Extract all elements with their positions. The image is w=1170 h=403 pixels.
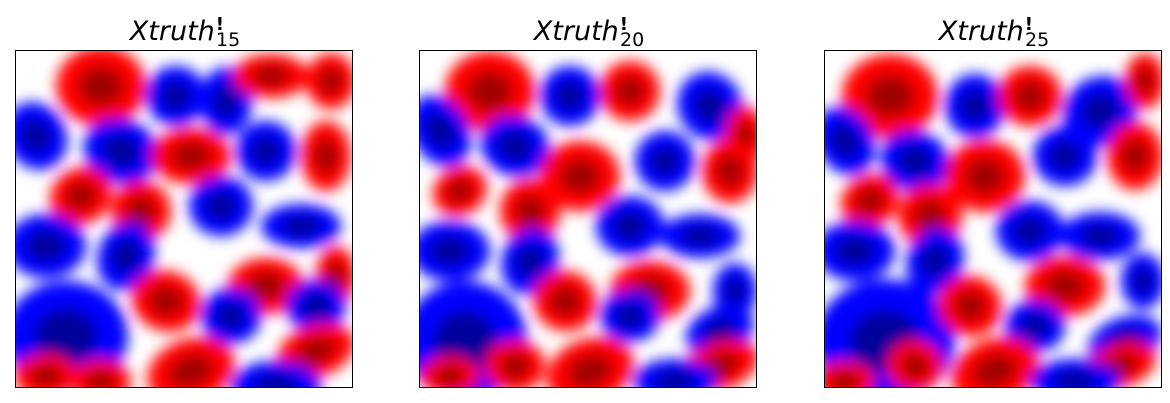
- negative-core: [102, 134, 140, 168]
- title-sub: 25: [1025, 29, 1050, 52]
- negative-core: [680, 225, 720, 247]
- positive-core: [30, 365, 62, 387]
- negative-core: [555, 81, 585, 111]
- negative-core: [111, 238, 141, 274]
- positive-core: [78, 66, 124, 106]
- positive-core: [126, 196, 156, 226]
- positive-core: [615, 76, 645, 106]
- panel-25: Xtruth!25: [824, 0, 1164, 403]
- heatmap-image: [825, 51, 1161, 387]
- negative-core: [920, 244, 950, 278]
- positive-core: [148, 285, 184, 317]
- negative-core: [703, 318, 737, 344]
- negative-core: [26, 230, 66, 262]
- negative-core: [829, 123, 861, 159]
- positive-core: [973, 354, 1017, 387]
- positive-core: [830, 371, 860, 387]
- negative-core: [960, 90, 990, 122]
- negative-core: [434, 311, 496, 371]
- negative-core: [205, 191, 237, 221]
- panel-title: Xtruth!20: [419, 8, 759, 57]
- positive-core: [252, 65, 290, 87]
- heatmap-image: [16, 51, 352, 387]
- panel-20: Xtruth!20: [419, 0, 759, 403]
- negative-core: [497, 130, 533, 162]
- title-main: Xtruth: [129, 16, 215, 47]
- positive-core: [500, 353, 530, 379]
- positive-core: [169, 354, 213, 387]
- positive-core: [965, 158, 1005, 194]
- positive-core: [901, 353, 929, 379]
- negative-core: [1049, 141, 1081, 171]
- positive-core: [954, 290, 986, 322]
- heatmap-frame: [15, 50, 353, 388]
- negative-core: [424, 113, 456, 149]
- title-mark: !: [1024, 14, 1034, 35]
- positive-core: [515, 195, 545, 227]
- positive-core: [716, 155, 744, 187]
- negative-core: [1080, 224, 1120, 248]
- title-sub: 15: [216, 29, 241, 52]
- negative-core: [161, 81, 191, 111]
- positive-core: [467, 71, 513, 111]
- negative-core: [515, 244, 545, 278]
- positive-core: [1135, 67, 1155, 95]
- positive-core: [560, 158, 600, 194]
- positive-core: [318, 67, 344, 95]
- title-mark: !: [619, 14, 629, 35]
- negative-core: [251, 136, 281, 166]
- negative-core: [216, 302, 246, 330]
- positive-core: [1014, 81, 1046, 111]
- negative-core: [35, 308, 97, 364]
- positive-core: [65, 181, 97, 211]
- title-main: Xtruth: [533, 16, 619, 47]
- negative-core: [693, 88, 727, 124]
- negative-core: [654, 370, 696, 387]
- negative-core: [650, 146, 680, 176]
- negative-core: [281, 215, 321, 237]
- negative-core: [20, 119, 52, 153]
- title-main: Xtruth: [938, 16, 1024, 47]
- negative-core: [613, 211, 647, 241]
- negative-core: [615, 303, 645, 329]
- heatmap-image: [420, 51, 756, 387]
- positive-core: [313, 138, 339, 174]
- panel-title: Xtruth!25: [824, 8, 1164, 57]
- negative-core: [897, 145, 933, 177]
- title-mark: !: [215, 14, 225, 35]
- positive-core: [914, 200, 946, 232]
- positive-core: [446, 178, 474, 204]
- positive-core: [247, 272, 285, 300]
- negative-core: [1013, 216, 1047, 246]
- positive-core: [1045, 271, 1085, 301]
- positive-core: [86, 370, 116, 387]
- positive-core: [1121, 139, 1149, 173]
- positive-core: [171, 142, 211, 170]
- negative-core: [1132, 267, 1154, 295]
- heatmap-frame: [824, 50, 1162, 388]
- panel-title: Xtruth!15: [15, 8, 355, 57]
- negative-core: [253, 373, 299, 387]
- negative-core: [1020, 313, 1050, 339]
- negative-core: [1081, 93, 1119, 129]
- positive-core: [866, 75, 914, 117]
- positive-core: [296, 336, 336, 366]
- negative-core: [835, 236, 875, 266]
- positive-core: [568, 354, 612, 387]
- heatmap-frame: [419, 50, 757, 388]
- negative-core: [301, 293, 331, 319]
- positive-core: [855, 187, 885, 215]
- negative-core: [1052, 370, 1098, 387]
- negative-core: [213, 84, 239, 118]
- positive-core: [549, 285, 581, 317]
- title-sub: 20: [620, 29, 645, 52]
- panel-15: Xtruth!15: [15, 0, 355, 403]
- negative-core: [430, 236, 470, 266]
- positive-core: [435, 366, 465, 386]
- negative-core: [724, 277, 746, 305]
